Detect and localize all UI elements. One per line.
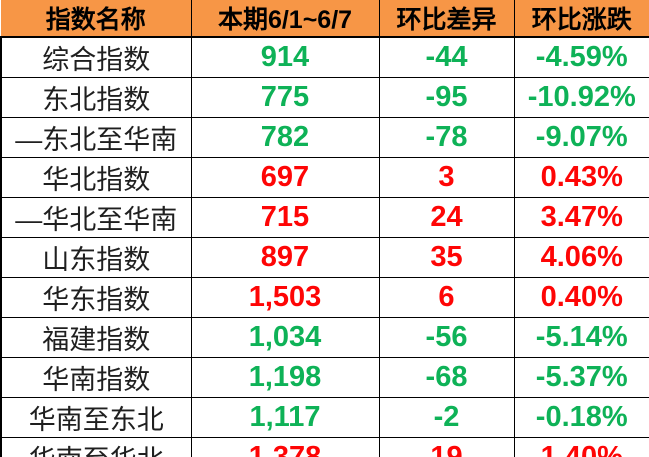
wow-change-cell: 3.47%	[513, 197, 649, 238]
wow-change-cell: 1.40%	[513, 437, 649, 457]
index-name-cell: 华北指数	[0, 157, 192, 198]
current-value-cell: 1,503	[190, 277, 380, 318]
wow-difference-cell: 6	[378, 277, 515, 318]
table-row: 华南指数 1,198 -68 -5.37%	[0, 357, 649, 398]
col-header-wow-change: 环比涨跌	[513, 0, 649, 38]
wow-difference-cell: -2	[378, 397, 515, 438]
wow-change-cell: 0.43%	[513, 157, 649, 198]
wow-difference-cell: -56	[378, 317, 515, 358]
wow-difference-cell: 3	[378, 157, 515, 198]
col-header-index-name: 指数名称	[1, 0, 192, 38]
index-name-cell: 华东指数	[0, 277, 192, 318]
col-header-current-period: 本期6/1~6/7	[190, 0, 380, 38]
index-name-cell: 福建指数	[0, 317, 192, 358]
table-row: 华北指数 697 3 0.43%	[0, 157, 649, 198]
table-row: 华南至东北 1,117 -2 -0.18%	[0, 397, 649, 438]
wow-difference-cell: -44	[378, 36, 515, 78]
index-name-cell: 华南至华北	[0, 437, 192, 457]
wow-difference-cell: 24	[378, 197, 515, 238]
current-value-cell: 897	[190, 237, 380, 278]
current-value-cell: 1,198	[190, 357, 380, 398]
wow-change-cell: -9.07%	[513, 117, 649, 158]
table-row: 福建指数 1,034 -56 -5.14%	[0, 317, 649, 358]
index-name-cell: 综合指数	[0, 36, 192, 78]
current-value-cell: 1,034	[190, 317, 380, 358]
table-header: 指数名称 本期6/1~6/7 环比差异 环比涨跌	[1, 0, 649, 38]
table-row: —东北至华南 782 -78 -9.07%	[0, 117, 649, 158]
wow-difference-cell: -78	[378, 117, 515, 158]
table-row: 综合指数 914 -44 -4.59%	[0, 36, 649, 78]
current-value-cell: 914	[190, 36, 380, 78]
current-value-cell: 715	[190, 197, 380, 238]
col-header-wow-difference: 环比差异	[378, 0, 515, 38]
index-name-cell: —华北至华南	[0, 197, 192, 238]
wow-change-cell: -0.18%	[513, 397, 649, 438]
wow-change-cell: -10.92%	[513, 77, 649, 118]
index-name-cell: 华南至东北	[0, 397, 192, 438]
wow-difference-cell: -68	[378, 357, 515, 398]
current-value-cell: 1,117	[190, 397, 380, 438]
wow-difference-cell: 35	[378, 237, 515, 278]
table-row: 东北指数 775 -95 -10.92%	[0, 77, 649, 118]
wow-change-cell: -5.37%	[513, 357, 649, 398]
index-name-cell: —东北至华南	[0, 117, 192, 158]
table-row: 华东指数 1,503 6 0.40%	[0, 277, 649, 318]
index-name-cell: 华南指数	[0, 357, 192, 398]
table-row: 山东指数 897 35 4.06%	[0, 237, 649, 278]
index-name-cell: 东北指数	[0, 77, 192, 118]
wow-change-cell: 0.40%	[513, 277, 649, 318]
table-body: 综合指数 914 -44 -4.59% 东北指数 775 -95 -10.92%…	[0, 36, 649, 457]
table-row: 华南至华北 1,378 19 1.40%	[0, 437, 649, 457]
wow-difference-cell: -95	[378, 77, 515, 118]
current-value-cell: 697	[190, 157, 380, 198]
header-row: 指数名称 本期6/1~6/7 环比差异 环比涨跌	[1, 0, 649, 38]
wow-difference-cell: 19	[378, 437, 515, 457]
current-value-cell: 782	[190, 117, 380, 158]
index-name-cell: 山东指数	[0, 237, 192, 278]
table-row: —华北至华南 715 24 3.47%	[0, 197, 649, 238]
current-value-cell: 1,378	[190, 437, 380, 457]
current-value-cell: 775	[190, 77, 380, 118]
wow-change-cell: 4.06%	[513, 237, 649, 278]
wow-change-cell: -5.14%	[513, 317, 649, 358]
wow-change-cell: -4.59%	[513, 36, 649, 78]
